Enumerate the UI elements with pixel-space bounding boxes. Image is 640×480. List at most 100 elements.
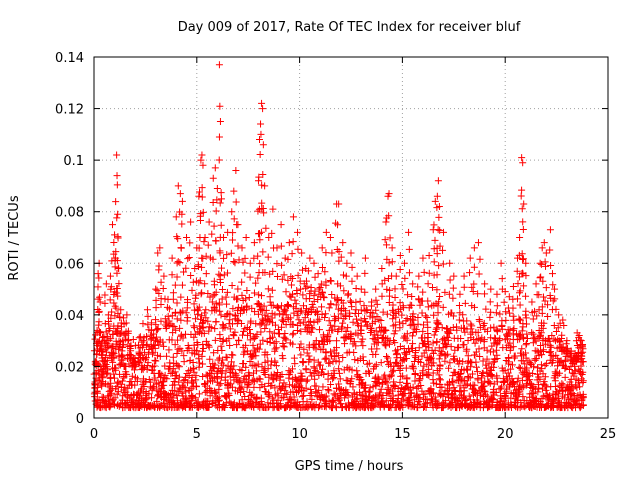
data-point-peak	[528, 298, 536, 306]
data-point	[460, 387, 468, 395]
data-point	[127, 378, 135, 386]
data-point	[327, 321, 335, 329]
data-point	[269, 301, 277, 309]
data-point	[420, 403, 428, 411]
data-point-peak	[256, 136, 264, 144]
data-point	[518, 205, 526, 213]
data-point	[433, 286, 441, 294]
data-point	[503, 373, 511, 381]
data-point-peak	[578, 342, 586, 350]
data-point	[379, 398, 387, 406]
data-point	[361, 288, 369, 296]
data-point	[405, 245, 413, 253]
data-point	[196, 277, 204, 285]
data-point	[535, 384, 543, 392]
data-point	[276, 310, 284, 318]
data-point	[467, 325, 475, 333]
data-point	[191, 315, 199, 323]
data-point	[500, 298, 508, 306]
data-point	[318, 303, 326, 311]
data-point	[436, 376, 444, 384]
data-point	[379, 308, 387, 316]
data-point	[118, 347, 126, 355]
data-point	[169, 289, 177, 297]
data-point	[157, 301, 165, 309]
data-point	[572, 396, 580, 404]
data-point	[257, 328, 265, 336]
data-point	[408, 293, 416, 301]
data-point	[429, 339, 437, 347]
data-point	[420, 321, 428, 329]
data-point	[493, 378, 501, 386]
data-point	[444, 350, 452, 358]
data-point	[514, 386, 522, 394]
data-point	[289, 331, 297, 339]
data-point	[113, 269, 121, 277]
data-point-peak	[94, 270, 102, 278]
data-point	[471, 381, 479, 389]
data-point	[131, 361, 139, 369]
data-point	[241, 392, 249, 400]
data-point	[229, 236, 237, 244]
data-point	[522, 381, 530, 389]
data-point	[199, 345, 207, 353]
data-point	[255, 173, 263, 181]
data-point	[409, 310, 417, 318]
data-point	[557, 335, 565, 343]
data-point	[513, 267, 521, 275]
data-point	[284, 276, 292, 284]
data-point	[280, 393, 288, 401]
data-point	[434, 309, 442, 317]
data-point	[255, 345, 263, 353]
data-point	[403, 349, 411, 357]
data-point	[419, 288, 427, 296]
data-point	[212, 237, 220, 245]
data-point	[252, 279, 260, 287]
data-point	[309, 341, 317, 349]
data-point	[516, 316, 524, 324]
data-point	[353, 394, 361, 402]
data-point-peak	[294, 228, 302, 236]
data-point	[261, 311, 269, 319]
data-point	[409, 365, 417, 373]
data-point	[407, 389, 415, 397]
data-point	[480, 382, 488, 390]
data-point	[193, 347, 201, 355]
data-point	[332, 402, 340, 410]
data-point-peak	[143, 306, 151, 314]
data-point	[139, 353, 147, 361]
data-point	[496, 310, 504, 318]
data-point	[357, 316, 365, 324]
data-point	[516, 364, 524, 372]
data-point-peak	[518, 154, 526, 162]
data-point-peak	[368, 298, 376, 306]
data-point	[348, 303, 356, 311]
data-point	[261, 324, 269, 332]
data-point	[424, 303, 432, 311]
data-point	[499, 378, 507, 386]
data-point	[502, 308, 510, 316]
data-point-peak	[156, 244, 164, 252]
data-point	[111, 302, 119, 310]
data-point	[525, 372, 533, 380]
data-point-peak	[213, 185, 221, 193]
data-point	[470, 263, 478, 271]
chart-title: Day 009 of 2017, Rate Of TEC Index for r…	[178, 20, 521, 35]
data-point	[240, 388, 248, 396]
data-point	[489, 395, 497, 403]
data-point	[138, 343, 146, 351]
data-point	[332, 357, 340, 365]
data-point	[215, 270, 223, 278]
data-point	[307, 328, 315, 336]
data-point	[266, 328, 274, 336]
data-point	[95, 327, 103, 335]
data-point	[380, 403, 388, 411]
data-point-peak	[289, 213, 297, 221]
data-point	[529, 330, 537, 338]
data-point	[423, 360, 431, 368]
data-point	[114, 234, 122, 242]
data-point	[519, 218, 527, 226]
data-point	[370, 403, 378, 411]
data-point	[180, 358, 188, 366]
data-point	[457, 334, 465, 342]
